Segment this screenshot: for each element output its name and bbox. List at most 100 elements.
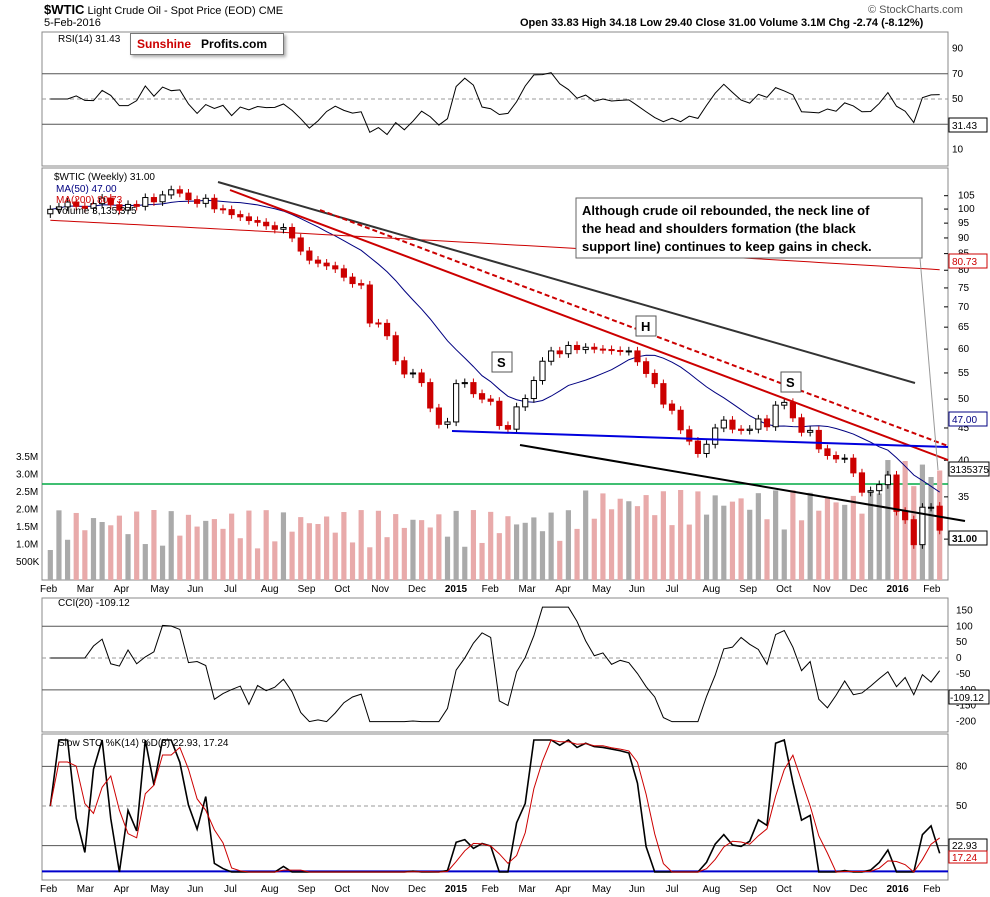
x-tick-label-price-16: Jun [629, 584, 645, 595]
x-tick-label-price-23: 2016 [886, 584, 909, 595]
volume-bar [660, 491, 666, 580]
x-tick-label-sto-21: Nov [813, 884, 831, 895]
candle-body [237, 214, 244, 218]
volume-bar [220, 528, 226, 580]
x-tick-label-sto-16: Jun [629, 884, 645, 895]
volume-bar [393, 514, 399, 580]
candle-body [927, 506, 935, 509]
volume-bar [289, 531, 295, 580]
volume-bar [401, 527, 407, 580]
candle-body [133, 203, 140, 207]
volume-bar [116, 515, 122, 580]
volume-last-tag [948, 461, 990, 477]
x-tick-label-price-17: Jul [666, 584, 679, 595]
rsi-tick-label-50: 50 [952, 94, 964, 105]
price-tick-label-90: 90 [958, 233, 970, 244]
candle-body [168, 189, 175, 196]
x-tick-label-price-5: Jul [224, 584, 237, 595]
volume-bar [652, 515, 658, 580]
candle-body [772, 404, 779, 428]
candle-body [556, 350, 563, 355]
sto-k-line [49, 738, 941, 873]
volume-bar [134, 511, 140, 580]
instrument-title: Light Crude Oil - Spot Price (EOD) [87, 5, 256, 17]
candle-body [219, 208, 227, 211]
sto-tick-label-80: 80 [956, 761, 968, 772]
candle-body [47, 208, 54, 215]
volume-bar [565, 510, 571, 580]
ma50-last-value: 47.00 [952, 415, 977, 426]
candle-body [107, 197, 114, 206]
red-resistance-line [229, 189, 949, 461]
candle-body [81, 205, 88, 209]
price-tick-label-95: 95 [958, 218, 970, 229]
x-tick-label-price-15: May [592, 584, 611, 595]
volume-bar [211, 519, 217, 580]
candle-body [824, 448, 831, 456]
candle-body [427, 382, 434, 409]
x-tick-label-price-14: Apr [555, 584, 571, 595]
candle-body [90, 203, 97, 209]
volume-bar [557, 540, 563, 580]
volume-bar [488, 511, 494, 580]
volume-bar [254, 548, 261, 580]
x-tick-label-sto-6: Aug [261, 884, 279, 895]
volume-bar [928, 477, 934, 580]
annotation-pointer [919, 257, 939, 471]
candle-body [271, 225, 278, 230]
candle-body [124, 203, 132, 211]
rsi-line [50, 72, 940, 136]
rsi-tick-label-90: 90 [952, 44, 964, 55]
volume-tick-label-0: 500K [16, 557, 40, 568]
candle-body [64, 201, 71, 208]
volume-bar [168, 511, 174, 580]
head-label: H [641, 319, 650, 334]
candle-body [919, 506, 926, 546]
upper-resistance-line [217, 181, 916, 384]
volume-bar [522, 522, 528, 580]
volume-bars [47, 460, 943, 580]
left-shoulder-label: S [497, 355, 506, 370]
volume-bar [203, 520, 209, 580]
volume-bar [444, 536, 451, 580]
candle-body [245, 216, 253, 222]
cci-tick-label-150: 150 [956, 605, 973, 616]
x-tick-label-price-21: Nov [813, 584, 831, 595]
volume-tick-label-5: 3.0M [16, 470, 38, 481]
volume-bar [574, 528, 580, 580]
x-tick-label-sto-4: Jun [187, 884, 203, 895]
candle-body [677, 409, 684, 431]
blue-neckline [451, 430, 949, 448]
candle-body [228, 209, 235, 216]
annotation-line-3: support line) continues to keep gains in… [582, 239, 872, 254]
volume-bar [773, 490, 779, 580]
x-tick-label-price-3: May [150, 584, 169, 595]
price-tick-label-80: 80 [958, 265, 970, 276]
volume-bar [885, 460, 891, 580]
candle-body [902, 510, 909, 521]
volume-bar [842, 504, 848, 580]
x-tick-label-price-24: Feb [923, 584, 941, 595]
volume-bar [669, 525, 675, 580]
volume-tick-label-6: 3.5M [16, 452, 38, 463]
candle-body [867, 490, 874, 493]
volume-bar [194, 526, 200, 580]
candle-body [55, 206, 63, 210]
candle-body [582, 346, 589, 351]
annotation-line-2: the head and shoulders formation (the bl… [582, 221, 857, 236]
candle-body [349, 276, 356, 285]
volume-bar [764, 519, 770, 580]
candle-body [392, 335, 399, 362]
candle-body [763, 418, 771, 428]
cci-tick-label-100: 100 [956, 621, 973, 632]
x-tick-label-sto-17: Jul [666, 884, 679, 895]
volume-bar [410, 519, 416, 580]
volume-bar [591, 518, 597, 580]
volume-bar [781, 529, 787, 580]
candle-body [142, 197, 149, 207]
volume-bar [608, 509, 615, 580]
candle-body [798, 417, 805, 433]
rsi-tick-label-70: 70 [952, 69, 964, 80]
volume-bar [470, 510, 477, 580]
candle-body [832, 454, 840, 460]
